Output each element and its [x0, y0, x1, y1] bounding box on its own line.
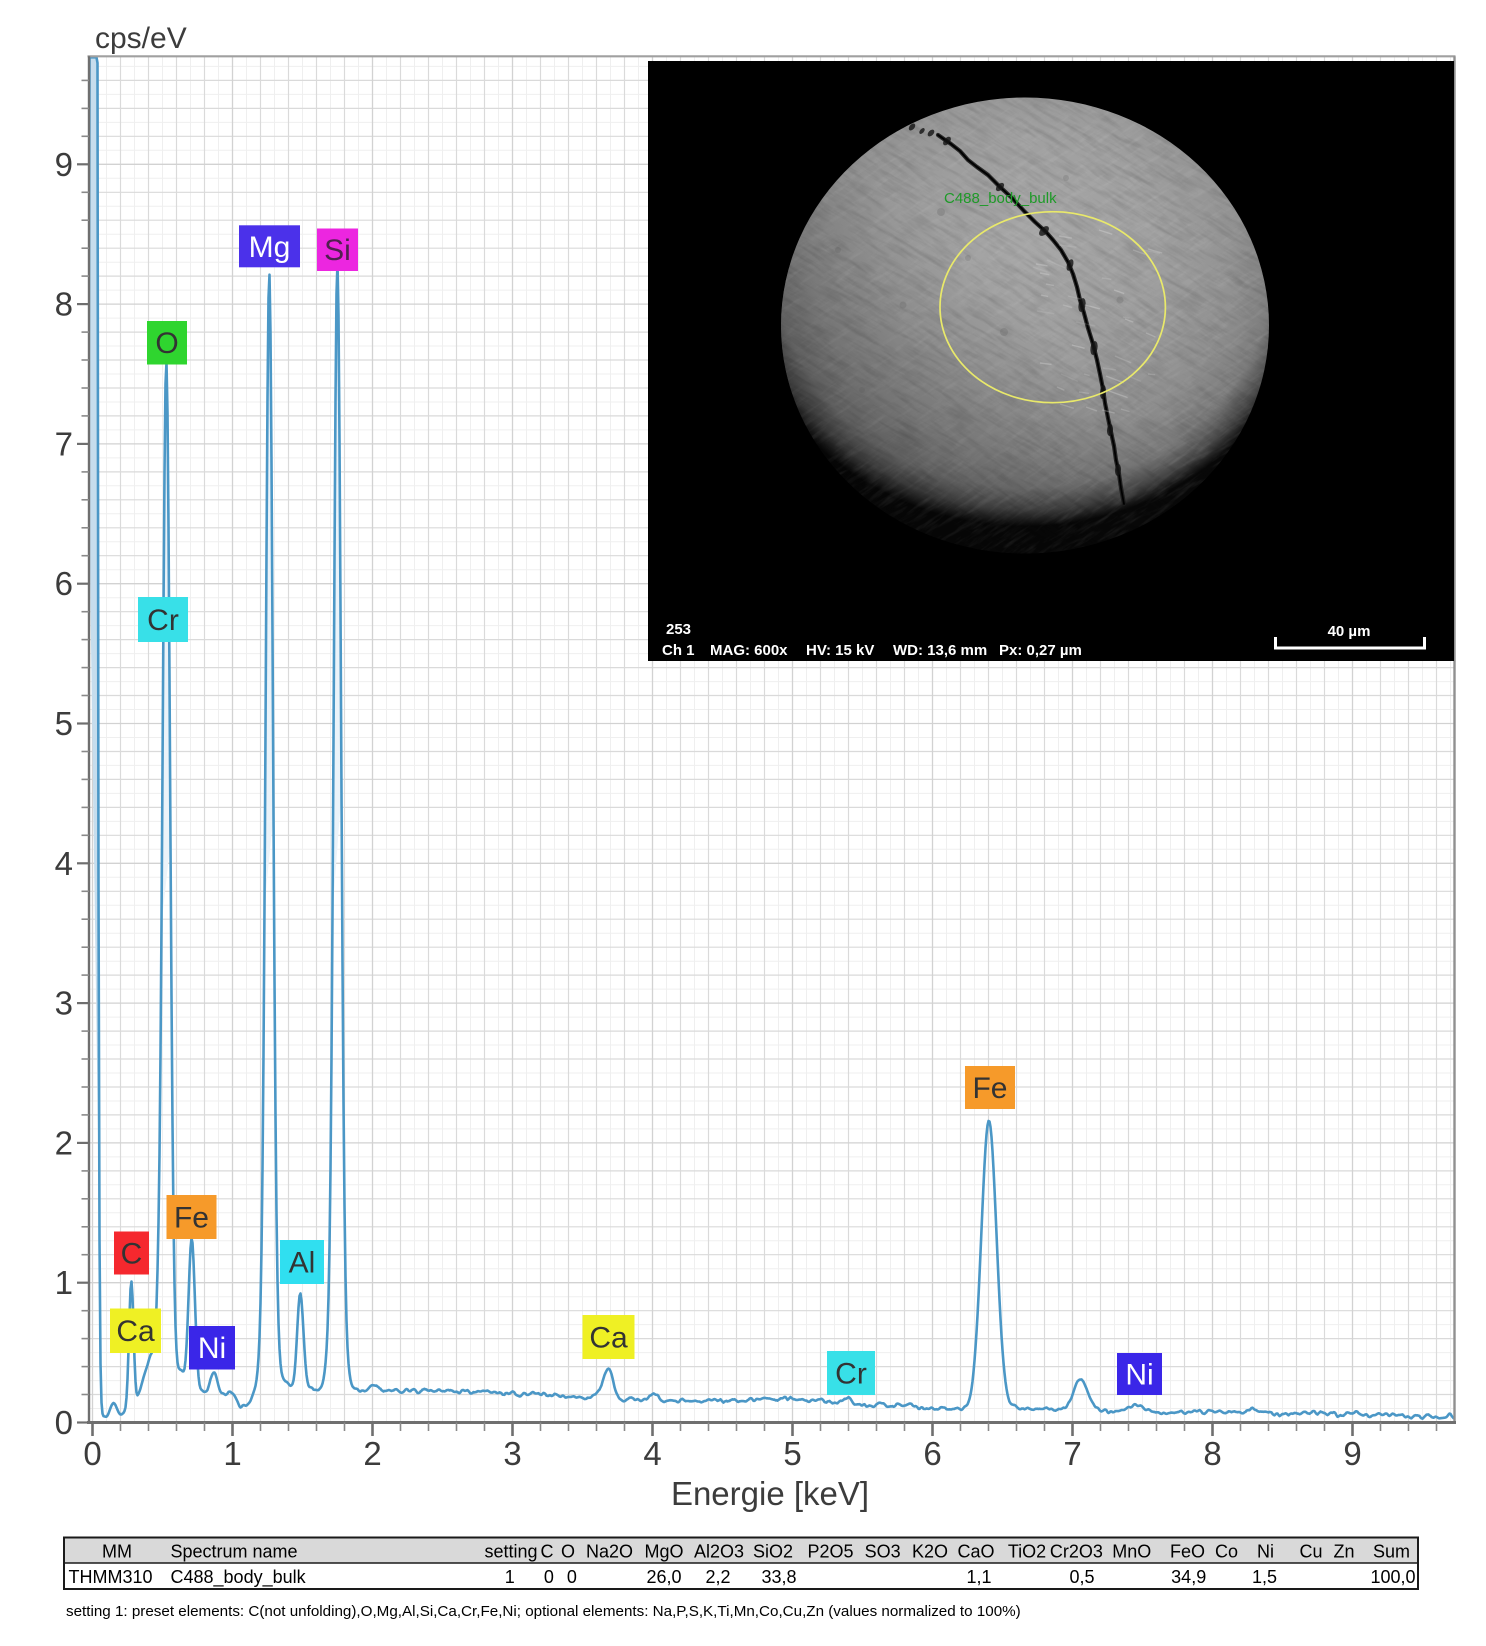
svg-text:THMM310: THMM310: [69, 1567, 153, 1587]
svg-text:Fe: Fe: [174, 1202, 209, 1235]
svg-text:Spectrum name: Spectrum name: [171, 1542, 298, 1562]
svg-text:1,1: 1,1: [966, 1567, 991, 1587]
svg-text:Zn: Zn: [1333, 1542, 1354, 1562]
svg-text:2,2: 2,2: [705, 1567, 730, 1587]
svg-text:253: 253: [666, 621, 691, 638]
svg-text:MgO: MgO: [644, 1542, 683, 1562]
svg-text:CaO: CaO: [957, 1542, 994, 1562]
svg-text:Fe: Fe: [972, 1072, 1007, 1105]
svg-text:C: C: [121, 1238, 143, 1271]
svg-text:Mg: Mg: [249, 231, 291, 264]
svg-text:Px: 0,27 µm: Px: 0,27 µm: [999, 642, 1082, 659]
svg-text:8: 8: [55, 286, 73, 323]
svg-text:1: 1: [505, 1567, 515, 1587]
svg-text:2: 2: [55, 1124, 73, 1161]
svg-text:MnO: MnO: [1112, 1542, 1151, 1562]
svg-text:0: 0: [83, 1435, 101, 1472]
svg-text:SiO2: SiO2: [753, 1542, 793, 1562]
svg-text:Sum: Sum: [1373, 1542, 1410, 1562]
svg-text:Na2O: Na2O: [586, 1542, 633, 1562]
svg-text:9: 9: [55, 146, 73, 183]
svg-text:TiO2: TiO2: [1008, 1542, 1046, 1562]
svg-text:Energie [keV]: Energie [keV]: [671, 1475, 869, 1512]
svg-text:HV: 15 kV: HV: 15 kV: [806, 642, 874, 659]
svg-text:MM: MM: [102, 1542, 132, 1562]
svg-text:33,8: 33,8: [761, 1567, 796, 1587]
svg-text:8: 8: [1203, 1435, 1221, 1472]
svg-text:40 µm: 40 µm: [1328, 623, 1371, 640]
svg-text:6: 6: [923, 1435, 941, 1472]
svg-text:7: 7: [1063, 1435, 1081, 1472]
svg-text:SO3: SO3: [865, 1542, 901, 1562]
svg-text:1,5: 1,5: [1252, 1567, 1277, 1587]
svg-text:4: 4: [643, 1435, 661, 1472]
svg-text:Al: Al: [289, 1247, 316, 1280]
svg-text:Cr: Cr: [147, 604, 179, 637]
svg-text:34,9: 34,9: [1171, 1567, 1206, 1587]
svg-text:26,0: 26,0: [646, 1567, 681, 1587]
svg-text:5: 5: [783, 1435, 801, 1472]
svg-text:Ch 1: Ch 1: [662, 642, 695, 659]
svg-text:Ni: Ni: [1257, 1542, 1274, 1562]
svg-text:K2O: K2O: [912, 1542, 948, 1562]
svg-text:1: 1: [55, 1264, 73, 1301]
svg-text:Ni: Ni: [198, 1332, 226, 1365]
svg-text:MAG: 600x: MAG: 600x: [710, 642, 788, 659]
svg-text:WD: 13,6 mm: WD: 13,6 mm: [893, 642, 987, 659]
svg-text:Al2O3: Al2O3: [694, 1542, 744, 1562]
svg-text:0: 0: [55, 1404, 73, 1441]
svg-text:Si: Si: [324, 234, 351, 267]
svg-text:Cr: Cr: [835, 1358, 867, 1391]
svg-text:Ca: Ca: [116, 1315, 155, 1348]
svg-text:3: 3: [503, 1435, 521, 1472]
svg-text:2: 2: [363, 1435, 381, 1472]
svg-text:C488_body_bulk: C488_body_bulk: [171, 1567, 307, 1588]
svg-text:3: 3: [55, 985, 73, 1022]
svg-text:Cu: Cu: [1299, 1542, 1322, 1562]
svg-text:100,0: 100,0: [1370, 1567, 1415, 1587]
svg-text:6: 6: [55, 565, 73, 602]
svg-text:Cr2O3: Cr2O3: [1050, 1542, 1103, 1562]
svg-text:1: 1: [223, 1435, 241, 1472]
svg-text:0,5: 0,5: [1069, 1567, 1094, 1587]
svg-text:Co: Co: [1215, 1542, 1238, 1562]
svg-text:C: C: [541, 1542, 554, 1562]
svg-text:P2O5: P2O5: [807, 1542, 853, 1562]
svg-text:cps/eV: cps/eV: [95, 22, 187, 55]
svg-text:Ni: Ni: [1125, 1359, 1153, 1392]
svg-text:O: O: [155, 327, 178, 360]
svg-text:Ca: Ca: [589, 1322, 628, 1355]
svg-text:0: 0: [544, 1567, 554, 1587]
svg-text:5: 5: [55, 705, 73, 742]
svg-text:FeO: FeO: [1170, 1542, 1205, 1562]
svg-text:O: O: [561, 1542, 575, 1562]
svg-text:7: 7: [55, 425, 73, 462]
svg-text:setting 1: preset elements: C(: setting 1: preset elements: C(not unfold…: [66, 1603, 1021, 1620]
svg-text:0: 0: [567, 1567, 577, 1587]
svg-text:setting: setting: [484, 1542, 537, 1562]
svg-text:9: 9: [1343, 1435, 1361, 1472]
svg-text:C488_body_bulk: C488_body_bulk: [944, 190, 1057, 207]
svg-text:4: 4: [55, 845, 73, 882]
